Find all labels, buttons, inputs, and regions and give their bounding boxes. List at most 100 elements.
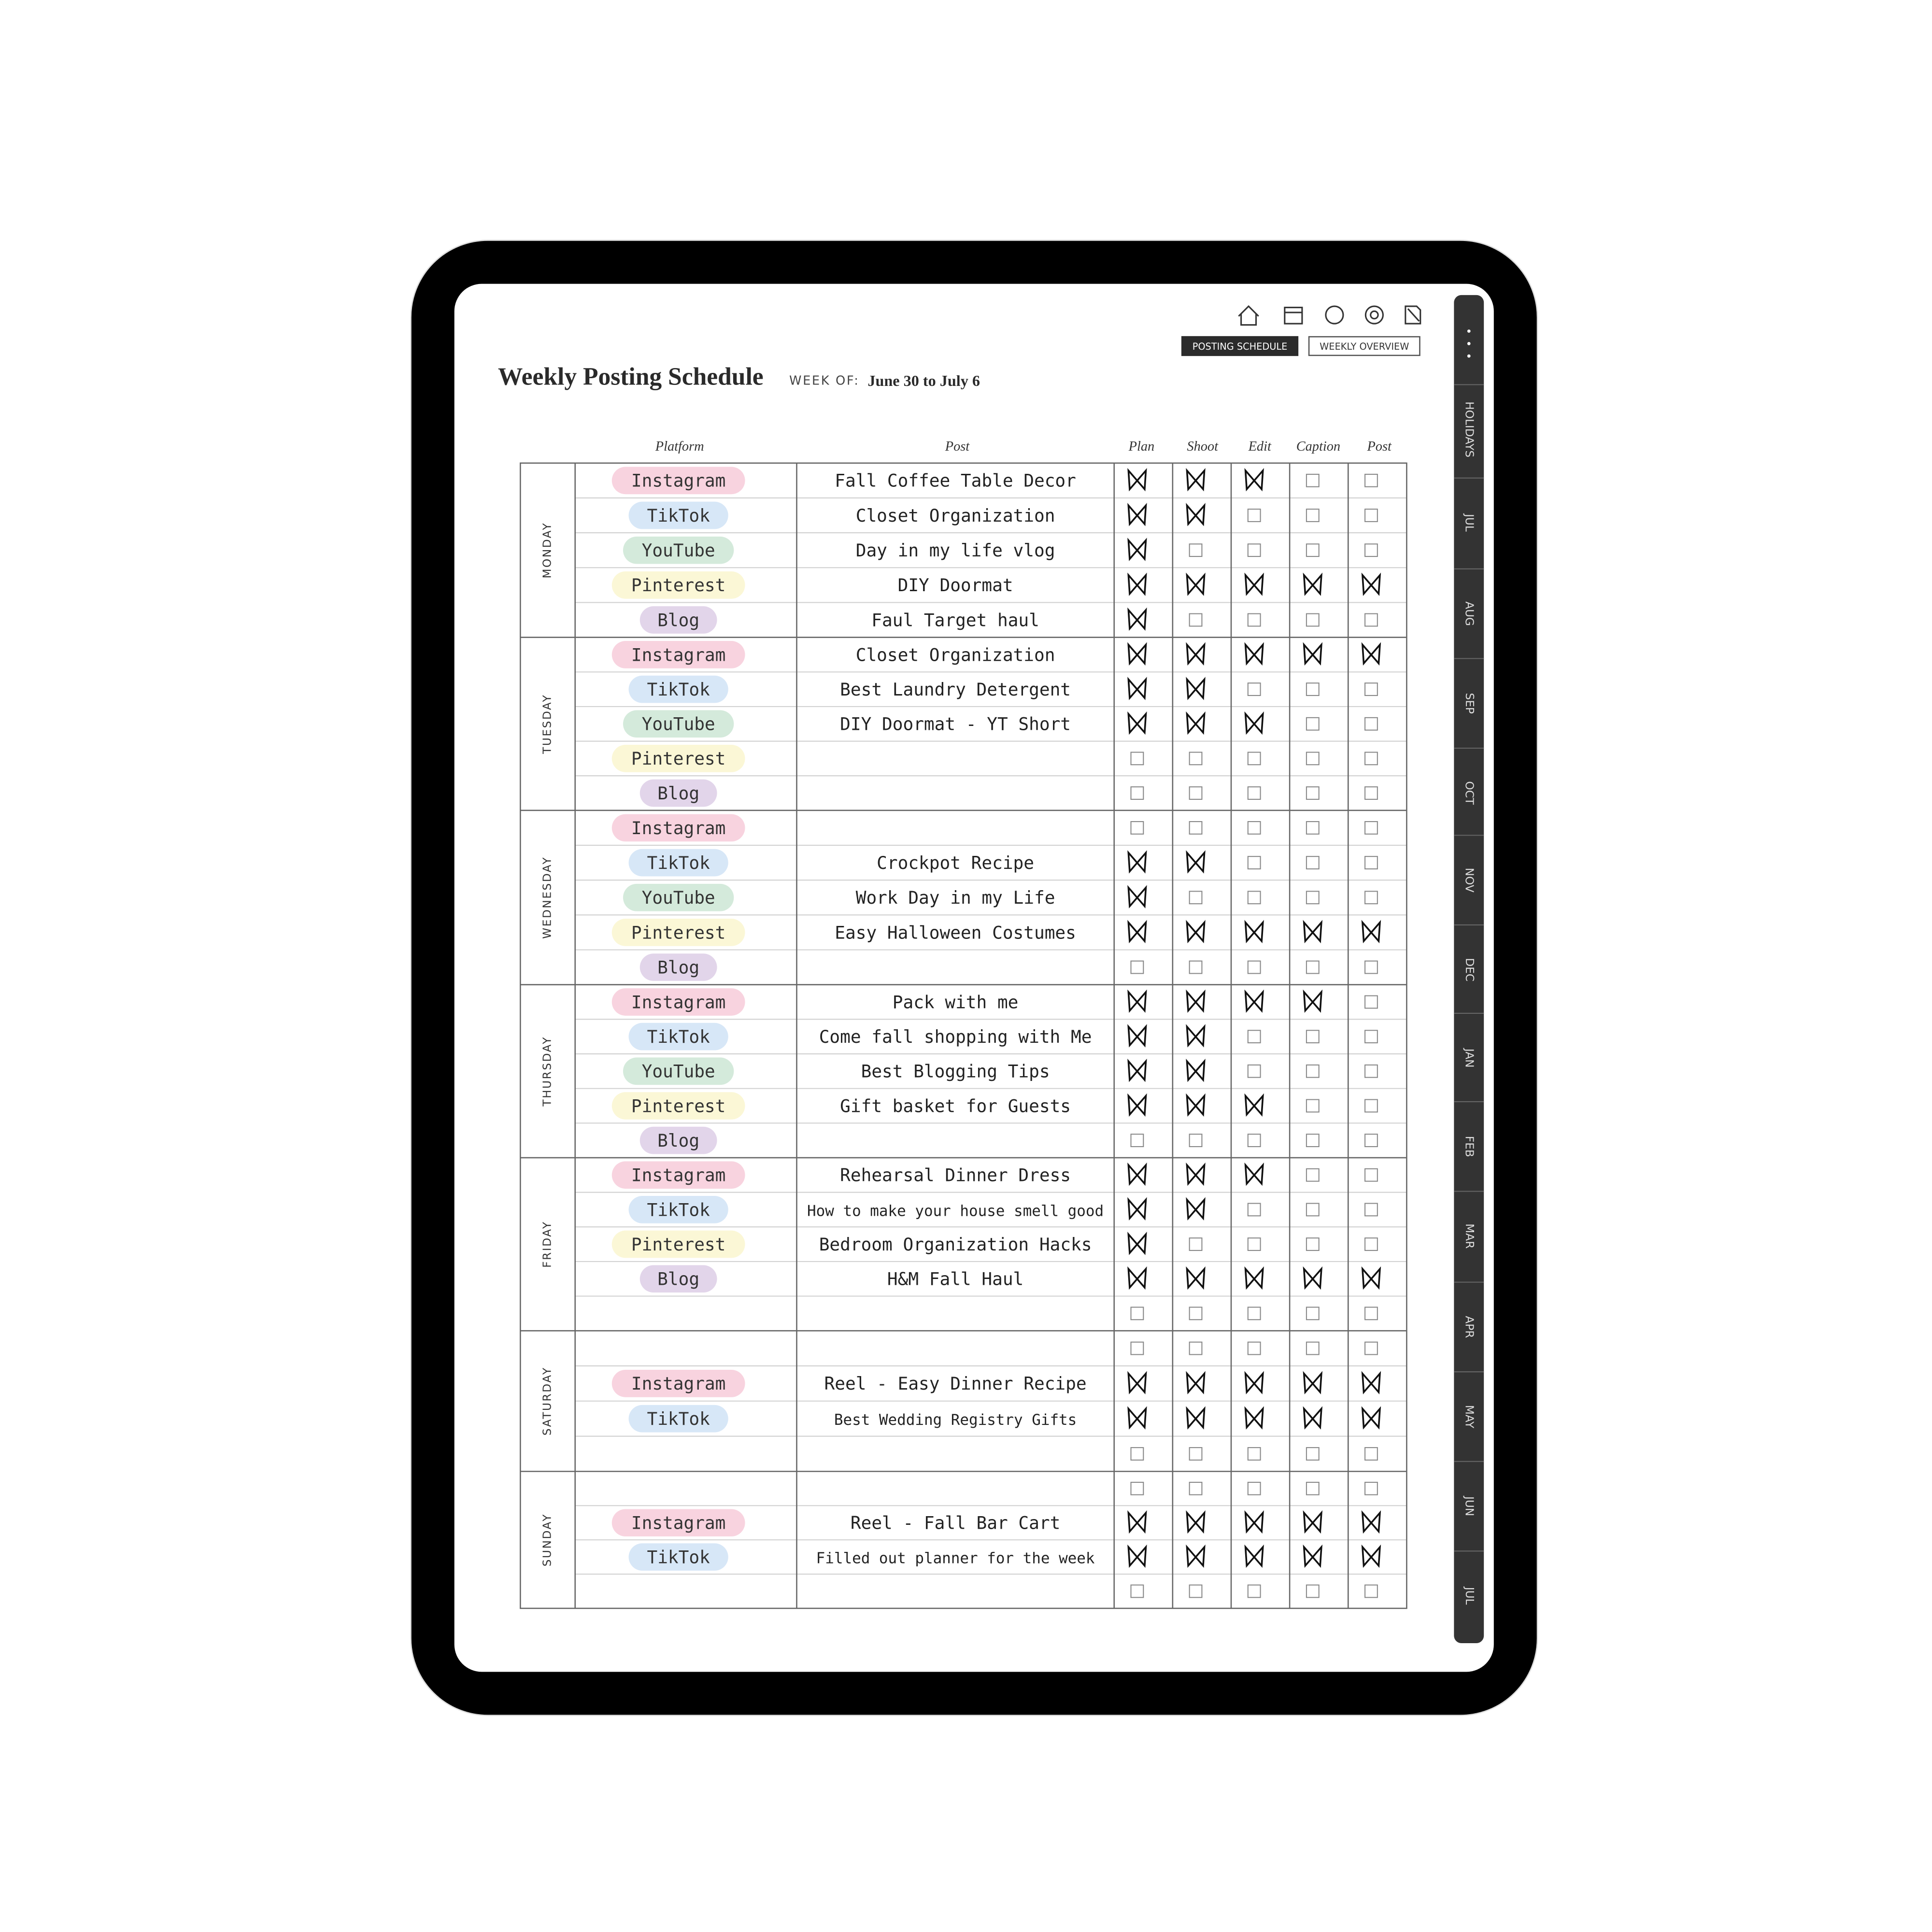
checkbox-empty[interactable]	[1306, 1307, 1320, 1321]
checkbox-empty[interactable]	[1364, 682, 1378, 696]
checkbox-checked[interactable]	[1244, 642, 1264, 666]
checkbox-checked[interactable]	[1186, 642, 1206, 666]
checkbox-checked[interactable]	[1127, 503, 1147, 526]
checkbox-checked[interactable]	[1244, 1266, 1264, 1290]
checkbox-empty[interactable]	[1364, 1134, 1378, 1147]
checkbox-checked[interactable]	[1244, 468, 1264, 492]
checkbox-empty[interactable]	[1189, 891, 1203, 905]
checkbox-checked[interactable]	[1186, 1093, 1206, 1117]
checkbox-checked[interactable]	[1361, 1406, 1381, 1430]
checkbox-checked[interactable]	[1127, 1510, 1147, 1534]
checkbox-empty[interactable]	[1364, 856, 1378, 869]
checkbox-checked[interactable]	[1244, 1510, 1264, 1534]
checkbox-empty[interactable]	[1189, 960, 1203, 974]
checkbox-empty[interactable]	[1247, 752, 1261, 766]
checkbox-checked[interactable]	[1186, 1058, 1206, 1082]
checkbox-empty[interactable]	[1247, 1237, 1261, 1251]
checkbox-checked[interactable]	[1361, 572, 1381, 596]
checkbox-checked[interactable]	[1186, 711, 1206, 735]
checkbox-empty[interactable]	[1247, 1134, 1261, 1147]
checkbox-empty[interactable]	[1306, 856, 1320, 869]
checkbox-empty[interactable]	[1247, 613, 1261, 627]
month-tab[interactable]: JUL	[1463, 1586, 1476, 1605]
month-tab[interactable]: MAR	[1463, 1223, 1476, 1249]
month-tab[interactable]: HOLIDAYS	[1463, 401, 1476, 457]
checkbox-empty[interactable]	[1247, 509, 1261, 522]
checkbox-checked[interactable]	[1127, 920, 1147, 943]
checkbox-empty[interactable]	[1364, 1307, 1378, 1321]
checkbox-empty[interactable]	[1306, 891, 1320, 905]
checkbox-empty[interactable]	[1306, 1099, 1320, 1113]
checkbox-empty[interactable]	[1247, 1584, 1261, 1598]
checkbox-empty[interactable]	[1306, 1341, 1320, 1355]
checkbox-empty[interactable]	[1306, 1030, 1320, 1044]
checkbox-empty[interactable]	[1364, 1584, 1378, 1598]
checkbox-empty[interactable]	[1364, 717, 1378, 731]
checkbox-checked[interactable]	[1303, 1544, 1322, 1568]
checkbox-checked[interactable]	[1186, 920, 1206, 943]
checkbox-checked[interactable]	[1244, 1544, 1264, 1568]
checkbox-empty[interactable]	[1130, 1584, 1144, 1598]
checkbox-checked[interactable]	[1186, 468, 1206, 492]
checkbox-empty[interactable]	[1247, 1307, 1261, 1321]
checkbox-empty[interactable]	[1306, 752, 1320, 766]
checkbox-checked[interactable]	[1361, 920, 1381, 943]
checkbox-empty[interactable]	[1306, 1584, 1320, 1598]
checkbox-empty[interactable]	[1247, 786, 1261, 800]
checkbox-checked[interactable]	[1244, 711, 1264, 735]
checkbox-empty[interactable]	[1364, 891, 1378, 905]
checkbox-empty[interactable]	[1364, 1064, 1378, 1078]
month-tab[interactable]: SEP	[1463, 693, 1476, 714]
checkbox-checked[interactable]	[1244, 1406, 1264, 1430]
checkbox-empty[interactable]	[1364, 1168, 1378, 1182]
checkbox-checked[interactable]	[1244, 1162, 1264, 1186]
checkbox-checked[interactable]	[1303, 920, 1322, 943]
checkbox-empty[interactable]	[1130, 1447, 1144, 1461]
checkbox-checked[interactable]	[1361, 1266, 1381, 1290]
checkbox-empty[interactable]	[1364, 1099, 1378, 1113]
checkbox-empty[interactable]	[1364, 1341, 1378, 1355]
checkbox-checked[interactable]	[1127, 1024, 1147, 1048]
checkbox-checked[interactable]	[1127, 1197, 1147, 1221]
month-tab[interactable]: MAY	[1463, 1405, 1476, 1429]
checkbox-checked[interactable]	[1186, 1510, 1206, 1534]
checkbox-checked[interactable]	[1361, 1510, 1381, 1534]
checkbox-checked[interactable]	[1127, 1058, 1147, 1082]
checkbox-checked[interactable]	[1186, 503, 1206, 526]
checkbox-checked[interactable]	[1361, 1371, 1381, 1394]
checkbox-empty[interactable]	[1364, 473, 1378, 487]
checkbox-checked[interactable]	[1244, 1371, 1264, 1394]
checkbox-checked[interactable]	[1303, 1266, 1322, 1290]
nav-active[interactable]: POSTING SCHEDULE	[1181, 336, 1299, 356]
checkbox-empty[interactable]	[1247, 960, 1261, 974]
nav-other[interactable]: WEEKLY OVERVIEW	[1308, 336, 1421, 356]
checkbox-empty[interactable]	[1247, 856, 1261, 869]
checkbox-empty[interactable]	[1306, 1168, 1320, 1182]
checkbox-checked[interactable]	[1127, 572, 1147, 596]
checkbox-empty[interactable]	[1364, 821, 1378, 835]
checkbox-empty[interactable]	[1364, 1481, 1378, 1495]
checkbox-checked[interactable]	[1186, 1024, 1206, 1048]
month-tab[interactable]: FEB	[1463, 1136, 1476, 1157]
notes-icon[interactable]	[1405, 305, 1421, 325]
checkbox-empty[interactable]	[1247, 1341, 1261, 1355]
checkbox-checked[interactable]	[1186, 1371, 1206, 1394]
checkbox-empty[interactable]	[1189, 1307, 1203, 1321]
month-tab[interactable]: APR	[1463, 1316, 1476, 1338]
checkbox-empty[interactable]	[1364, 509, 1378, 522]
checkbox-empty[interactable]	[1247, 1203, 1261, 1217]
checkbox-empty[interactable]	[1306, 1064, 1320, 1078]
checkbox-empty[interactable]	[1364, 995, 1378, 1009]
checkbox-empty[interactable]	[1189, 613, 1203, 627]
checkbox-empty[interactable]	[1247, 1064, 1261, 1078]
checkbox-checked[interactable]	[1186, 989, 1206, 1013]
checkbox-empty[interactable]	[1306, 717, 1320, 731]
checkbox-empty[interactable]	[1364, 786, 1378, 800]
checkbox-empty[interactable]	[1130, 1341, 1144, 1355]
checkbox-checked[interactable]	[1186, 1544, 1206, 1568]
checkbox-checked[interactable]	[1127, 989, 1147, 1013]
checkbox-checked[interactable]	[1127, 607, 1147, 631]
checkbox-checked[interactable]	[1303, 572, 1322, 596]
checkbox-checked[interactable]	[1361, 1544, 1381, 1568]
checkbox-empty[interactable]	[1364, 543, 1378, 557]
